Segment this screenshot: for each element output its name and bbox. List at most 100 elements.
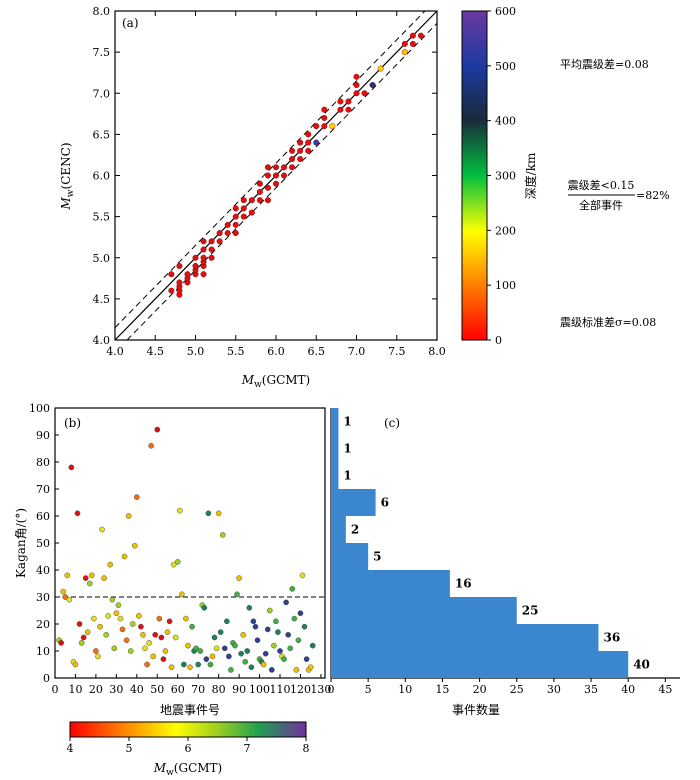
panel-a-ylabel: Mw(CENC) (59, 142, 76, 210)
depth-colorbar-tick-label: 600 (495, 5, 516, 18)
panel-b-point (293, 667, 300, 673)
panel-b-point (271, 642, 277, 649)
panel-a-point (248, 209, 255, 216)
panel-a-xtick-label: 7.5 (388, 345, 406, 358)
panel-a-point (305, 147, 312, 154)
panel-b-point (250, 618, 257, 625)
panel-b-point (156, 615, 163, 622)
panel-b-point (91, 615, 97, 622)
panel-a-ytick-label: 4.5 (93, 293, 111, 306)
panel-b-point (168, 664, 175, 671)
panel-b-xtick-label: 130 (310, 683, 331, 696)
panel-a-point (224, 221, 231, 228)
panel-b-point (254, 637, 261, 644)
panel-b-point (154, 426, 161, 433)
panel-a-point (289, 156, 296, 163)
panel-b-point (152, 632, 159, 638)
histogram-bar-label: 1 (343, 469, 351, 483)
panel-a-point (264, 197, 271, 204)
panel-a-point (264, 184, 271, 191)
panel-b-point (93, 648, 99, 654)
panel-a-point (208, 254, 215, 261)
histogram-bar (331, 462, 339, 489)
panel-b-point (115, 602, 122, 608)
panel-b-point (95, 653, 101, 660)
panel-b-point (228, 667, 234, 673)
panel-b-point (246, 605, 253, 611)
panel-b-point (158, 634, 165, 641)
panel-b-point (176, 507, 183, 514)
panel-b-point (136, 613, 142, 619)
panel-b-point (262, 650, 269, 657)
panel-b-point (179, 591, 185, 598)
panel-b-xlabel: 地震事件号 (160, 703, 220, 717)
panel-b-xtick-label: 50 (150, 683, 164, 696)
panel-b-point (299, 572, 306, 579)
panel-b-point (281, 656, 287, 662)
panel-b-ytick-label: 0 (43, 672, 50, 685)
panel-b-point (111, 645, 118, 652)
panel-b-point (123, 637, 130, 644)
panel-b-point (217, 629, 224, 635)
magnitude-colorbar-tick-label: 7 (244, 742, 251, 755)
panel-b-ytick-label: 40 (36, 564, 50, 577)
panel-a-xtick-label: 5.5 (227, 345, 245, 358)
panel-b-point (197, 648, 204, 654)
panel-b-point (80, 634, 87, 641)
panel-a-point (281, 172, 288, 179)
panel-a-point (240, 197, 247, 204)
panel-b-point (232, 642, 238, 649)
panel-b-point (105, 613, 111, 619)
panel-b-point (62, 594, 69, 600)
panel-b-xtick-label: 10 (68, 683, 82, 696)
magnitude-colorbar-tick-label: 8 (303, 742, 310, 755)
panel-b-point (113, 610, 120, 617)
panel-b-xtick-label: 90 (232, 683, 246, 696)
panel-b-point (215, 510, 222, 517)
panel-b-ylabel: Kagan角/(°) (14, 508, 28, 578)
panel-b-point (103, 632, 109, 638)
panel-a-point (240, 213, 247, 220)
panel-a-point (200, 254, 207, 261)
panel-b-point (307, 664, 314, 671)
depth-colorbar-tick-label: 500 (495, 60, 516, 73)
panel-a-ytick-label: 8.0 (93, 5, 111, 18)
panel-b-point (134, 494, 140, 500)
histogram-bar (331, 408, 339, 435)
panel-b-point (121, 553, 128, 560)
panel-a-point (184, 271, 191, 278)
panel-b-xtick-label: 60 (171, 683, 185, 696)
panel-b-point (66, 596, 73, 603)
panel-b-ytick-label: 50 (36, 537, 50, 550)
panel-a-point (200, 271, 207, 278)
panel-a-point (345, 98, 352, 105)
panel-b-point (58, 640, 64, 646)
ratio-value: =82% (636, 189, 670, 202)
panel-a-point (192, 262, 199, 269)
panel-a-xtick-label: 6.0 (267, 345, 285, 358)
panel-a-point (273, 172, 280, 179)
panel-b-point (203, 656, 210, 662)
panel-a-xtick-label: 6.5 (308, 345, 326, 358)
panel-b-point (164, 629, 171, 635)
histogram-bar (331, 651, 629, 678)
panel-b-point (68, 464, 75, 471)
panel-b-point (205, 510, 212, 517)
depth-colorbar (461, 10, 488, 341)
panel-c-label: (c) (384, 416, 400, 430)
panel-b-xtick-label: 80 (212, 683, 226, 696)
panel-b-point (207, 661, 214, 668)
panel-b-point (72, 661, 79, 668)
panel-c-xtick-label: 40 (621, 683, 635, 696)
histogram-bar-label: 36 (603, 631, 620, 645)
panel-b-point (277, 648, 283, 654)
panel-a-point (401, 40, 408, 47)
panel-a-point (417, 32, 424, 39)
panel-b-point (201, 605, 208, 611)
panel-a-point (313, 139, 320, 146)
panel-b-point (125, 513, 132, 519)
panel-b-point (297, 610, 304, 617)
panel-a-ytick-label: 5.5 (93, 211, 111, 224)
panel-b-point (162, 648, 169, 654)
